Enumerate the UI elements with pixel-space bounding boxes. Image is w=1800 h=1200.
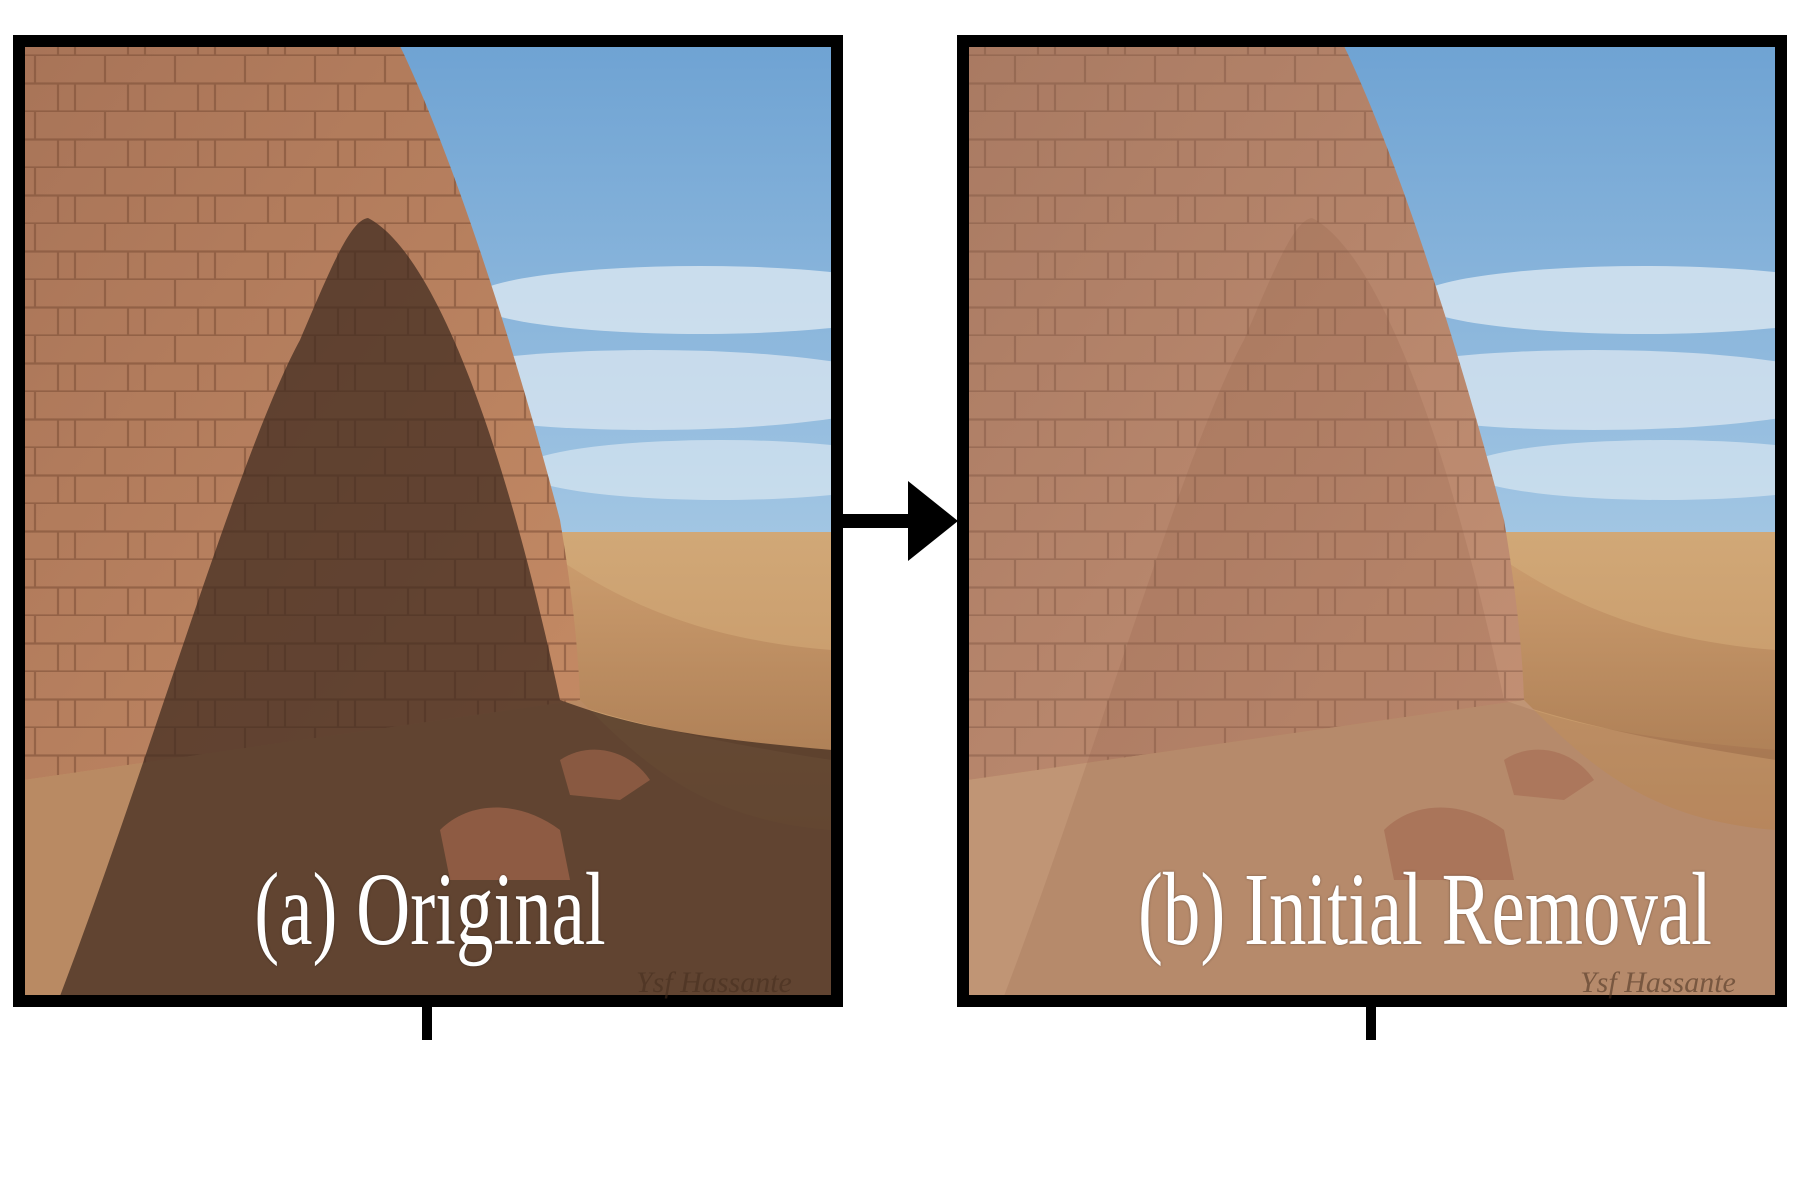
panel-original (13, 35, 843, 1040)
removal-photo (968, 46, 1776, 996)
original-photo (24, 46, 832, 996)
caption-initial-removal: (b) Initial Removal (1138, 852, 1712, 967)
right-arrow-icon (837, 481, 958, 561)
panel-initial-removal (957, 35, 1787, 1040)
watermark-original: Ysf Hassante (636, 966, 792, 999)
watermark-removal: Ysf Hassante (1580, 966, 1736, 999)
caption-original: (a) Original (254, 852, 606, 967)
